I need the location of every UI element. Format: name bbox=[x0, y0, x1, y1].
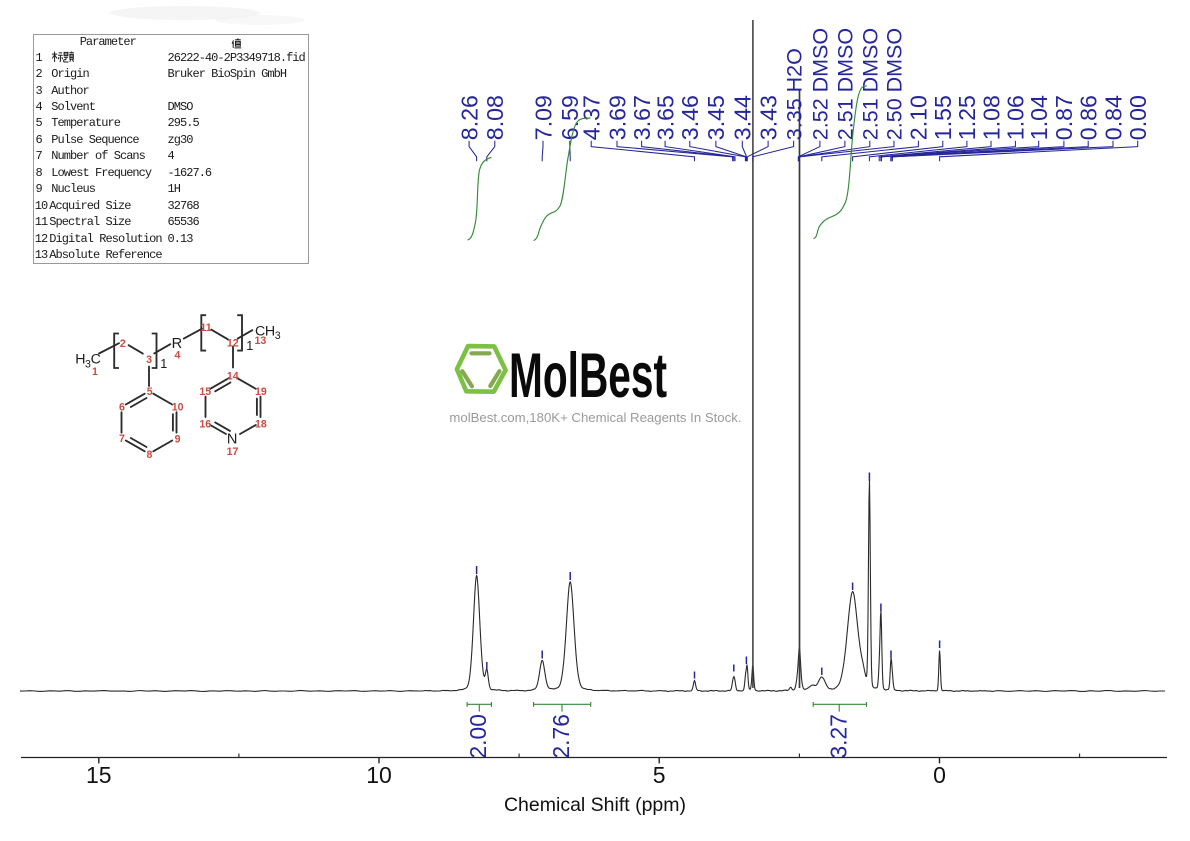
svg-text:8: 8 bbox=[146, 449, 152, 461]
svg-text:15: 15 bbox=[86, 762, 112, 788]
svg-text:10: 10 bbox=[172, 401, 184, 413]
svg-text:1.25: 1.25 bbox=[954, 95, 980, 140]
svg-text:1.04: 1.04 bbox=[1026, 95, 1052, 140]
svg-text:13: 13 bbox=[255, 335, 267, 347]
svg-text:1: 1 bbox=[160, 357, 167, 371]
svg-text:1.55: 1.55 bbox=[930, 95, 956, 140]
svg-text:10: 10 bbox=[366, 762, 392, 788]
svg-text:4.37: 4.37 bbox=[579, 95, 605, 140]
svg-text:2.50 DMSO: 2.50 DMSO bbox=[883, 28, 907, 140]
svg-text:8.08: 8.08 bbox=[482, 95, 508, 140]
svg-text:2.51 DMSO: 2.51 DMSO bbox=[859, 28, 883, 140]
svg-text:8.26: 8.26 bbox=[456, 95, 482, 140]
svg-text:4: 4 bbox=[174, 350, 180, 362]
svg-text:19: 19 bbox=[255, 386, 267, 398]
svg-text:2: 2 bbox=[120, 338, 126, 350]
svg-text:C: C bbox=[255, 323, 265, 339]
svg-text:3.67: 3.67 bbox=[629, 95, 655, 140]
svg-text:1.08: 1.08 bbox=[978, 95, 1004, 140]
svg-text:H: H bbox=[75, 352, 85, 368]
svg-text:3.43: 3.43 bbox=[755, 95, 781, 140]
svg-text:3.44: 3.44 bbox=[730, 95, 756, 140]
svg-text:7: 7 bbox=[119, 433, 125, 445]
svg-text:3.65: 3.65 bbox=[652, 95, 678, 140]
svg-text:16: 16 bbox=[199, 418, 211, 430]
svg-text:2.76: 2.76 bbox=[548, 714, 574, 758]
svg-text:C: C bbox=[91, 352, 101, 368]
svg-text:molBest.com,180K+ Chemical Rea: molBest.com,180K+ Chemical Reagents In S… bbox=[449, 410, 741, 425]
svg-text:3.27: 3.27 bbox=[826, 714, 852, 758]
svg-text:N: N bbox=[227, 432, 238, 448]
svg-text:3.69: 3.69 bbox=[604, 95, 630, 140]
svg-text:0.84: 0.84 bbox=[1100, 95, 1126, 140]
svg-text:Chemical Shift (ppm): Chemical Shift (ppm) bbox=[504, 794, 686, 816]
svg-text:3: 3 bbox=[85, 358, 91, 370]
svg-text:5: 5 bbox=[653, 762, 666, 788]
svg-text:0.00: 0.00 bbox=[1125, 95, 1151, 140]
svg-text:9: 9 bbox=[175, 433, 181, 445]
svg-text:7.09: 7.09 bbox=[530, 95, 556, 140]
svg-text:0: 0 bbox=[933, 762, 946, 788]
svg-text:R: R bbox=[172, 336, 183, 352]
svg-text:14: 14 bbox=[227, 370, 239, 382]
svg-text:3: 3 bbox=[275, 330, 281, 342]
svg-text:12: 12 bbox=[227, 338, 239, 350]
svg-text:0.87: 0.87 bbox=[1051, 95, 1077, 140]
svg-text:11: 11 bbox=[200, 322, 211, 334]
svg-text:18: 18 bbox=[255, 418, 267, 430]
svg-text:6: 6 bbox=[119, 401, 125, 413]
svg-text:2.10: 2.10 bbox=[906, 95, 932, 140]
svg-text:2.00: 2.00 bbox=[465, 714, 491, 758]
svg-text:1: 1 bbox=[92, 366, 98, 378]
svg-text:0.86: 0.86 bbox=[1076, 95, 1102, 140]
svg-text:1.06: 1.06 bbox=[1003, 95, 1029, 140]
svg-text:15: 15 bbox=[199, 386, 211, 398]
svg-text:3.35 H2O: 3.35 H2O bbox=[782, 48, 806, 140]
svg-text:17: 17 bbox=[227, 446, 239, 458]
svg-text:3.45: 3.45 bbox=[703, 95, 729, 140]
svg-text:2.51 DMSO: 2.51 DMSO bbox=[834, 28, 858, 140]
svg-text:6.59: 6.59 bbox=[557, 95, 583, 140]
svg-text:5: 5 bbox=[147, 386, 153, 398]
svg-text:3: 3 bbox=[146, 354, 152, 366]
svg-text:2.52 DMSO: 2.52 DMSO bbox=[809, 28, 833, 140]
svg-text:3.46: 3.46 bbox=[677, 95, 703, 140]
svg-text:MolBest: MolBest bbox=[509, 341, 667, 411]
svg-text:1: 1 bbox=[246, 339, 253, 353]
svg-text:H: H bbox=[265, 323, 275, 339]
